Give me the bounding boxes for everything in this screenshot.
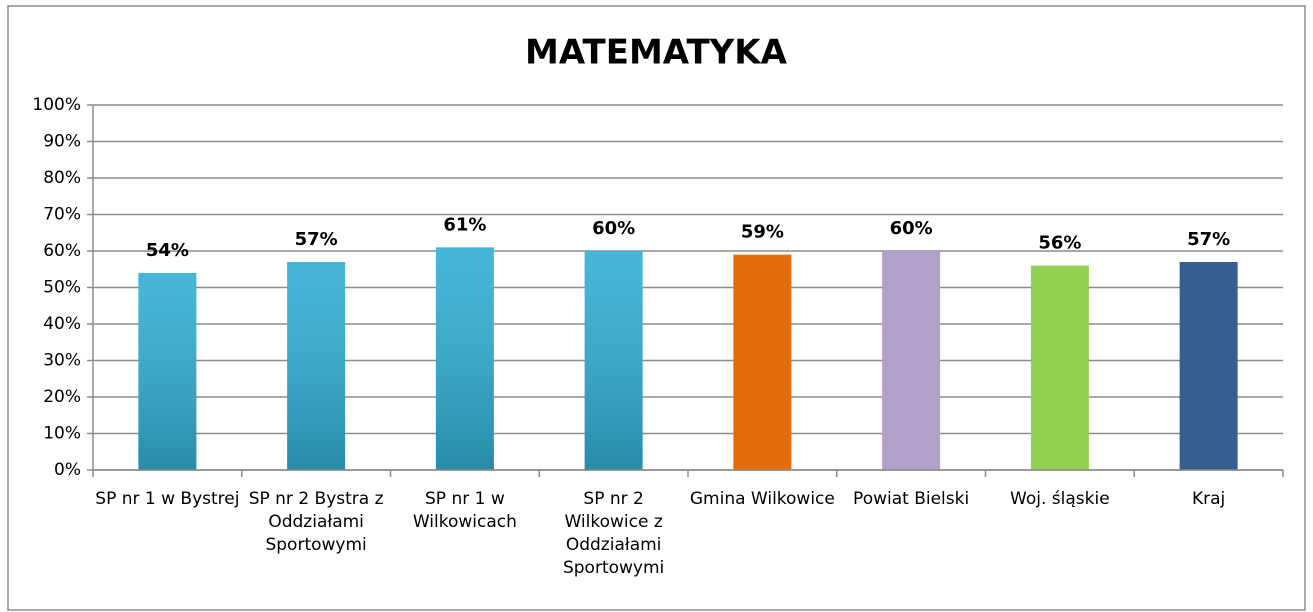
x-tick-label: Gmina Wilkowice — [689, 489, 835, 509]
y-tick-label: 50% — [43, 278, 81, 298]
x-tick-label: SP nr 2 Wilkowice z Oddziałami Sportowym… — [562, 489, 665, 578]
data-label: 61% — [443, 214, 486, 235]
data-label: 60% — [592, 218, 635, 239]
x-tick-label: SP nr 1 w Bystrej — [95, 489, 240, 509]
data-label: 56% — [1038, 233, 1081, 254]
y-tick-label: 80% — [43, 168, 81, 188]
x-tick-label: SP nr 2 Bystra z Oddziałami Sportowymi — [248, 489, 384, 555]
y-tick-label: 100% — [32, 95, 81, 115]
y-tick-label: 60% — [43, 241, 81, 261]
data-label: 60% — [890, 218, 933, 239]
y-tick-label: 0% — [54, 460, 81, 480]
data-label: 54% — [146, 240, 189, 261]
y-tick-label: 40% — [43, 314, 81, 334]
data-label: 59% — [741, 222, 784, 243]
data-label: 57% — [1187, 229, 1230, 250]
x-tick-label: Kraj — [1191, 489, 1226, 509]
y-tick-label: 90% — [43, 132, 81, 152]
bar — [733, 254, 792, 470]
y-tick-label: 30% — [43, 351, 81, 371]
bar — [882, 251, 941, 470]
data-label: 57% — [295, 229, 338, 250]
chart-title: MATEMATYKA — [525, 33, 788, 73]
bar-shade — [584, 251, 643, 470]
y-tick-label: 20% — [43, 387, 81, 407]
y-tick-label: 70% — [43, 205, 81, 225]
bar-shade — [287, 261, 346, 470]
y-tick-label: 10% — [43, 424, 81, 444]
bar-shade — [435, 247, 494, 470]
bar — [1030, 265, 1089, 470]
x-tick-label: SP nr 1 w Wilkowicach — [412, 489, 517, 532]
x-tick-label: Woj. śląskie — [1010, 489, 1110, 509]
bar-shade — [138, 272, 197, 470]
x-tick-label: Powiat Bielski — [853, 489, 970, 509]
bar — [1179, 261, 1238, 470]
